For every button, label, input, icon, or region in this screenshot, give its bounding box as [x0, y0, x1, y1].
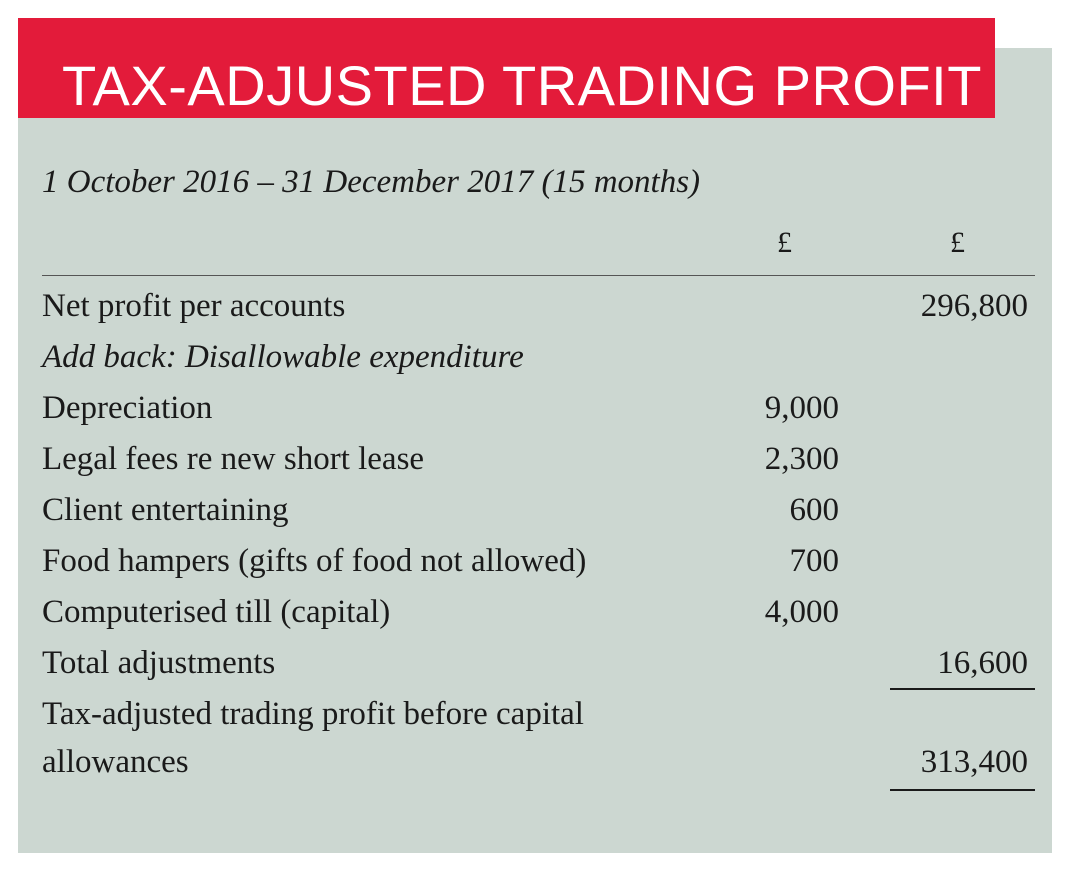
table-row: Food hampers (gifts of food not allowed)… — [42, 543, 1035, 589]
table-row: Depreciation 9,000 — [42, 390, 1035, 436]
final-row-value: 313,400 — [920, 744, 1028, 780]
period-subtitle: 1 October 2016 – 31 December 2017 (15 mo… — [42, 164, 701, 200]
row-value-col1: 700 — [789, 543, 840, 579]
row-value-col1: 9,000 — [764, 390, 839, 426]
table-row: Total adjustments 16,600 — [42, 645, 1035, 691]
total-rule — [890, 789, 1035, 791]
subtotal-rule — [890, 688, 1035, 690]
row-value-col2: 16,600 — [937, 645, 1028, 681]
row-value-col2: 296,800 — [920, 288, 1028, 324]
title-bar: TAX-ADJUSTED TRADING PROFIT — [18, 18, 995, 118]
table-row: Legal fees re new short lease 2,300 — [42, 441, 1035, 487]
row-label: Total adjustments — [42, 645, 276, 681]
table-row: allowances 313,400 — [42, 744, 1035, 790]
row-label: Net profit per accounts — [42, 288, 346, 324]
final-row-label-line1: Tax-adjusted trading profit before capit… — [42, 696, 584, 732]
final-row-label-line2: allowances — [42, 744, 189, 780]
column-header-2: £ — [950, 226, 965, 259]
row-label: Computerised till (capital) — [42, 594, 391, 630]
table-row: Computerised till (capital) 4,000 — [42, 594, 1035, 640]
row-value-col1: 4,000 — [764, 594, 839, 630]
column-header-1: £ — [777, 226, 792, 259]
table-row: Add back: Disallowable expenditure — [42, 339, 1035, 385]
row-value-col1: 2,300 — [764, 441, 839, 477]
row-value-col1: 600 — [789, 492, 840, 528]
row-label: Food hampers (gifts of food not allowed) — [42, 543, 587, 579]
row-label: Legal fees re new short lease — [42, 441, 425, 477]
table-row: Net profit per accounts 296,800 — [42, 288, 1035, 334]
table-row: Tax-adjusted trading profit before capit… — [42, 696, 1035, 742]
page-title: TAX-ADJUSTED TRADING PROFIT — [62, 54, 982, 117]
header-divider — [42, 275, 1035, 276]
row-label: Client entertaining — [42, 492, 289, 528]
table-row: Client entertaining 600 — [42, 492, 1035, 538]
row-label: Add back: Disallowable expenditure — [42, 339, 524, 375]
table-panel — [18, 48, 1052, 853]
row-label: Depreciation — [42, 390, 213, 426]
